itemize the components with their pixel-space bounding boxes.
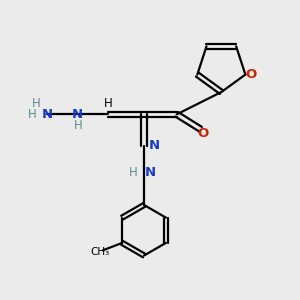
Text: H: H [74,119,83,132]
Text: H: H [32,98,40,110]
Text: H: H [104,97,113,110]
Text: O: O [198,127,209,140]
Text: CH₃: CH₃ [90,247,110,257]
Text: N: N [42,108,53,121]
Text: H: H [128,166,137,179]
Text: N: N [149,139,160,152]
Text: O: O [245,68,256,81]
Text: N: N [144,166,156,179]
Text: N: N [72,108,83,121]
Text: H: H [28,108,37,122]
